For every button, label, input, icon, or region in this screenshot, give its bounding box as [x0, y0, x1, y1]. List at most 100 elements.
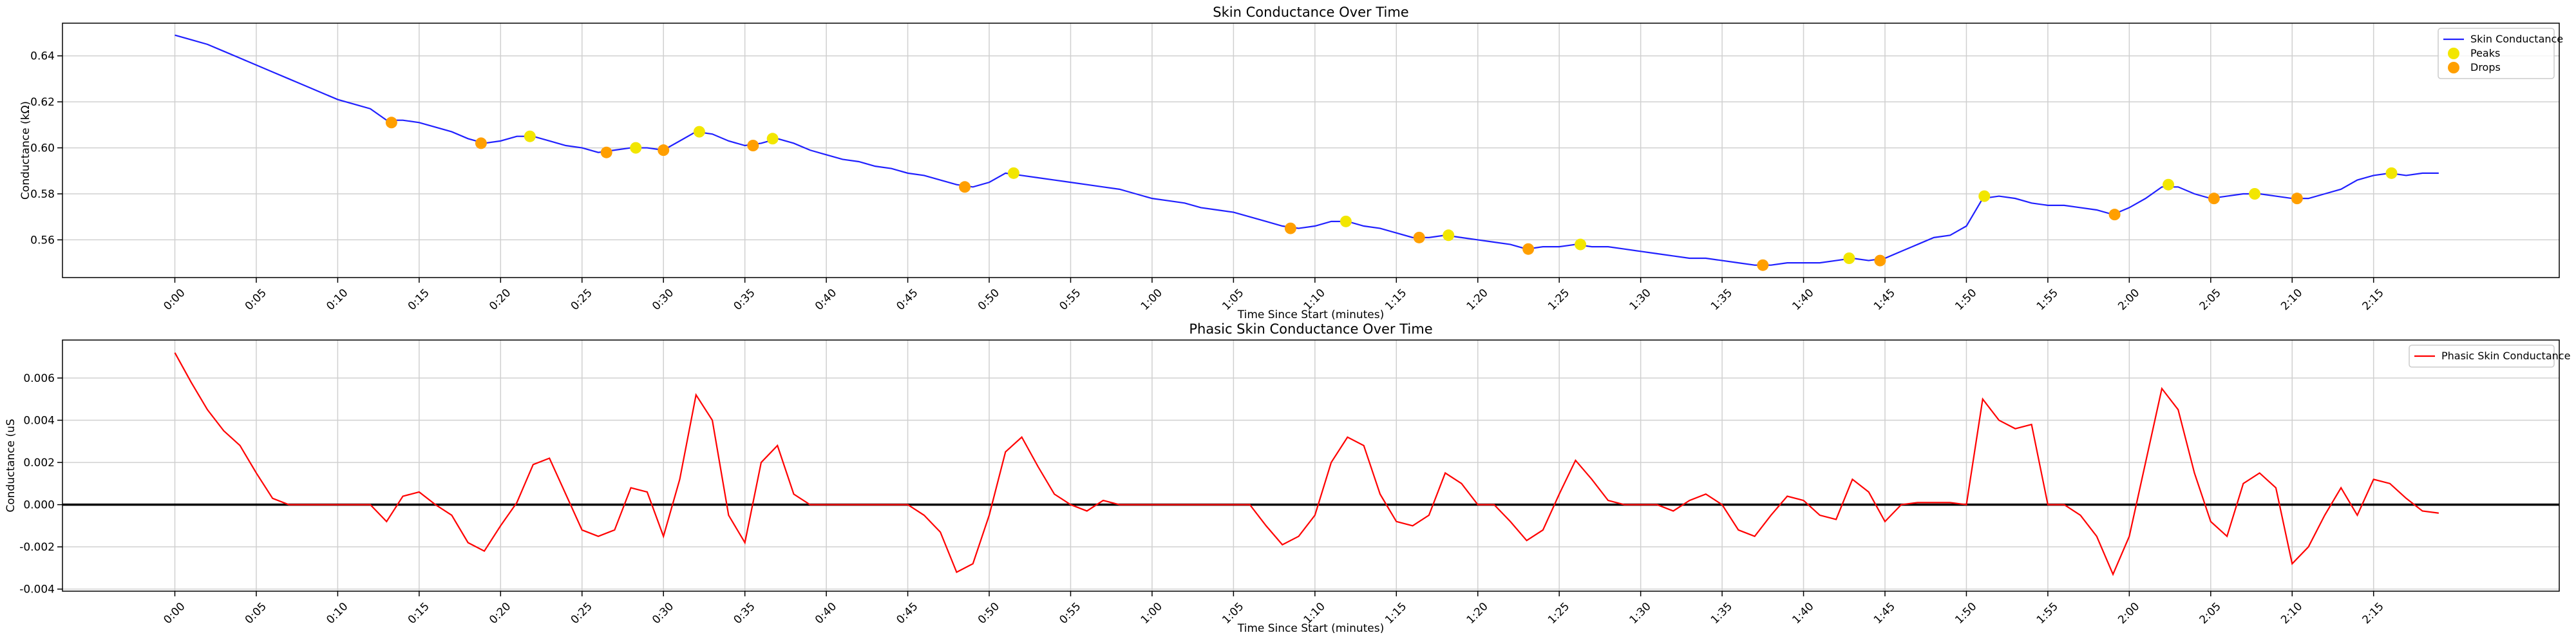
x-tick-label: 2:10 [2278, 600, 2305, 627]
y-axis-label: Conductance (kΩ) [19, 101, 32, 200]
chart-panel: 0:00 0:05 0:10 0:15 0:20 0:25 0:30 0:35 0:40 0:45… [19, 5, 2563, 321]
x-tick-label: 1:25 [1546, 600, 1572, 627]
x-tick-label: 0:35 [732, 600, 758, 627]
data-line [175, 34, 2439, 266]
data-point [1340, 215, 1352, 227]
x-tick-label: 1:40 [1790, 600, 1816, 627]
data-point [2385, 167, 2398, 179]
x-tick-label: 0:10 [324, 600, 350, 627]
x-tick-label: 0:10 [324, 287, 350, 313]
x-tick-label: 0:15 [406, 287, 432, 313]
x-tick-label: 1:50 [1953, 287, 1979, 313]
legend-label: Drops [2470, 61, 2501, 73]
data-point [1007, 167, 1019, 179]
x-tick-label: 0:25 [569, 287, 595, 313]
x-tick-label: 0:05 [243, 287, 269, 313]
y-tick-label: 0.60 [30, 142, 55, 155]
y-tick-label: 0.62 [30, 96, 55, 109]
y-tick-label: 0.64 [30, 50, 55, 63]
legend-box [2438, 28, 2555, 79]
x-axis-label: Time Since Start (minutes) [1237, 308, 1385, 321]
data-point [2208, 193, 2220, 205]
legend-label: Peaks [2470, 47, 2500, 59]
y-tick-label: 0.004 [23, 415, 55, 428]
x-tick-label: 2:00 [2116, 287, 2142, 313]
x-tick-label: 1:55 [2034, 600, 2061, 627]
axes-frame [62, 339, 2560, 592]
data-point [1978, 190, 1991, 202]
data-point [693, 126, 705, 138]
x-tick-label: 2:05 [2197, 287, 2224, 313]
data-point [524, 130, 536, 142]
x-tick-label: 0:50 [976, 600, 1002, 627]
x-tick-label: 1:20 [1464, 287, 1491, 313]
data-point [1443, 229, 1455, 242]
x-tick-label: 1:00 [1139, 600, 1165, 627]
chart-title: Phasic Skin Conductance Over Time [1189, 321, 1432, 337]
y-tick-label: -0.004 [19, 583, 55, 596]
data-point [959, 181, 971, 193]
x-tick-label: 1:50 [1953, 600, 1979, 627]
x-tick-label: 1:45 [1871, 287, 1898, 313]
data-point [1843, 252, 1855, 264]
data-point [475, 137, 487, 149]
data-point [1575, 238, 1587, 251]
x-tick-label: 1:25 [1546, 287, 1572, 313]
legend-marker [2448, 62, 2459, 73]
data-line [174, 352, 2439, 576]
data-point [1522, 243, 1535, 255]
x-tick-label: 0:45 [894, 600, 920, 627]
x-axis-label: Time Since Start (minutes) [1237, 622, 1385, 635]
x-tick-label: 0:45 [894, 287, 920, 313]
axes-frame [62, 23, 2560, 278]
data-point [1413, 231, 1425, 243]
data-point [2291, 193, 2303, 205]
x-tick-label: 1:20 [1464, 600, 1491, 627]
legend-marker [2448, 48, 2459, 59]
x-tick-label: 1:15 [1383, 287, 1409, 313]
data-point [1874, 254, 1886, 267]
y-tick-label: 0.002 [23, 457, 55, 469]
chart-title: Skin Conductance Over Time [1213, 5, 1408, 20]
x-tick-label: 1:35 [1709, 600, 1735, 627]
x-tick-label: 2:10 [2278, 287, 2305, 313]
data-point [658, 144, 670, 156]
legend-label: Skin Conductance [2470, 33, 2563, 45]
data-point [766, 133, 779, 145]
y-axis-label: Conductance (uS [5, 419, 17, 512]
x-tick-label: 0:15 [406, 600, 432, 627]
data-point [1284, 222, 1296, 234]
x-tick-label: 0:20 [487, 600, 513, 627]
x-tick-label: 1:40 [1790, 287, 1816, 313]
data-point [2108, 209, 2121, 221]
x-tick-label: 0:25 [569, 600, 595, 627]
legend-label: Phasic Skin Conductance [2441, 350, 2570, 362]
data-point [1757, 259, 1769, 271]
data-point [2249, 188, 2261, 200]
legend: Phasic Skin Conductance [2409, 345, 2570, 368]
y-tick-label: -0.002 [19, 541, 55, 554]
x-tick-label: 2:15 [2360, 287, 2387, 313]
x-tick-label: 0:30 [650, 600, 676, 627]
y-tick-label: 0.006 [23, 372, 55, 385]
y-tick-label: 0.000 [23, 499, 55, 512]
x-tick-label: 0:40 [813, 287, 839, 313]
data-point [630, 142, 642, 154]
x-tick-label: 0:50 [976, 287, 1002, 313]
x-tick-label: 1:35 [1709, 287, 1735, 313]
x-tick-label: 0:55 [1057, 600, 1083, 627]
x-tick-label: 2:05 [2197, 600, 2224, 627]
data-point [600, 146, 612, 158]
x-tick-label: 0:40 [813, 600, 839, 627]
data-point [385, 117, 397, 129]
data-point [747, 140, 759, 151]
x-tick-label: 2:00 [2116, 600, 2142, 627]
x-tick-label: 2:15 [2360, 600, 2387, 627]
y-tick-label: 0.58 [30, 188, 55, 201]
x-tick-label: 1:00 [1139, 287, 1165, 313]
legend: Skin Conductance Peaks Drops [2438, 28, 2563, 79]
x-tick-label: 0:00 [161, 287, 187, 313]
x-tick-label: 1:55 [2034, 287, 2061, 313]
